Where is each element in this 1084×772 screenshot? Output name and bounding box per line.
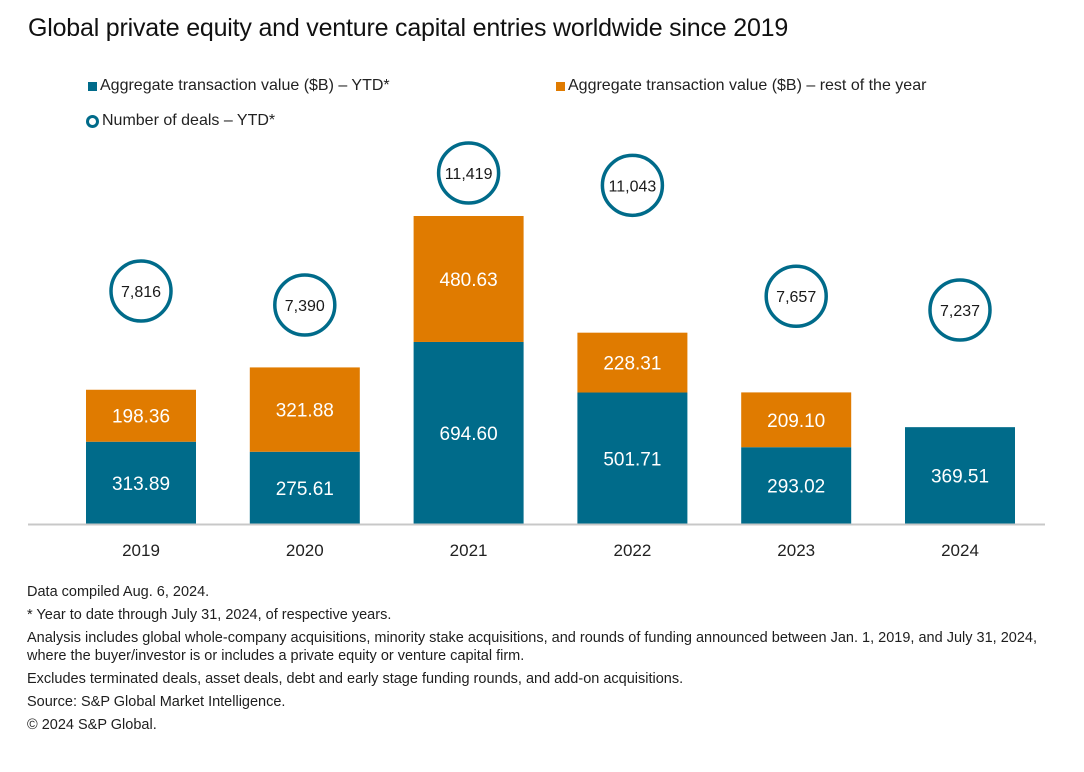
bar-label-rest-of-year: 209.10 bbox=[767, 411, 825, 432]
deal-count-label: 7,816 bbox=[121, 284, 161, 301]
deal-count-label: 7,237 bbox=[940, 303, 980, 320]
bar-segment-ytd bbox=[577, 392, 688, 524]
bar-label-rest-of-year: 480.63 bbox=[440, 270, 498, 291]
legend-item-rest-of-year-value: Aggregate transaction value ($B) – rest … bbox=[556, 77, 926, 95]
legend-square-orange-icon bbox=[556, 81, 565, 91]
legend-item-number-of-deals: Number of deals – YTD* bbox=[86, 112, 275, 130]
x-tick-label: 2020 bbox=[286, 541, 324, 560]
bar-segment-ytd bbox=[86, 441, 196, 524]
bar-label-rest-of-year: 321.88 bbox=[276, 401, 334, 422]
legend-label: Aggregate transaction value ($B) – rest … bbox=[568, 77, 927, 94]
footnotes: Data compiled Aug. 6, 2024. * Year to da… bbox=[27, 583, 1067, 739]
bar-segment-rest-of-year bbox=[741, 392, 852, 448]
note-analysis-scope: Analysis includes global whole-company a… bbox=[27, 630, 1037, 664]
stacked-bar-chart: 313.89 198.36 275.61 321.88 694.60 480.63 501.… bbox=[28, 141, 1045, 560]
bar-segment-ytd bbox=[249, 451, 360, 524]
x-tick-label: 2024 bbox=[941, 541, 979, 560]
x-tick-label: 2021 bbox=[450, 541, 488, 560]
deal-count-marker bbox=[273, 273, 337, 337]
deal-count-layer: 7,816 7,390 11,419 11,043 7,657 7,237 bbox=[109, 141, 992, 342]
legend-label: Number of deals – YTD* bbox=[102, 112, 276, 129]
legend-ring-icon bbox=[86, 114, 99, 128]
bar-label-ytd: 501.71 bbox=[603, 449, 661, 470]
note-copyright: © 2024 S&P Global. bbox=[27, 717, 157, 733]
deal-count-marker bbox=[600, 153, 665, 218]
deal-count-marker bbox=[436, 141, 501, 205]
bar-label-rest-of-year: 228.31 bbox=[603, 354, 661, 375]
bar-segment-rest-of-year bbox=[86, 389, 196, 442]
bar-label-rest-of-year: 198.36 bbox=[112, 407, 170, 428]
legend-item-ytd-value: Aggregate transaction value ($B) – YTD* bbox=[88, 77, 390, 95]
deal-count-label: 11,043 bbox=[609, 178, 657, 195]
bar-label-ytd: 694.60 bbox=[440, 424, 498, 445]
legend-square-teal-icon bbox=[88, 81, 97, 91]
note-source: Source: S&P Global Market Intelligence. bbox=[27, 694, 286, 710]
bar-segment-ytd bbox=[413, 341, 524, 524]
bar-label-ytd: 275.61 bbox=[276, 479, 334, 500]
deal-count-label: 11,419 bbox=[445, 166, 493, 183]
note-ytd-definition: * Year to date through July 31, 2024, of… bbox=[27, 607, 392, 623]
x-tick-label: 2019 bbox=[122, 541, 160, 560]
bar-segment-ytd bbox=[905, 427, 1015, 524]
bars-layer: 313.89 198.36 275.61 321.88 694.60 480.63 501.… bbox=[86, 216, 1015, 524]
x-tick-labels: 2019 2020 2021 2022 2023 2024 bbox=[122, 541, 979, 560]
chart-title: Global private equity and venture capita… bbox=[28, 14, 789, 42]
deal-count-marker bbox=[928, 278, 992, 342]
bar-segment-rest-of-year bbox=[249, 367, 360, 452]
deal-count-label: 7,390 bbox=[285, 298, 325, 315]
bar-label-ytd: 313.89 bbox=[112, 474, 170, 495]
bar-segment-rest-of-year bbox=[577, 332, 688, 393]
x-tick-label: 2023 bbox=[777, 541, 815, 560]
note-exclusions: Excludes terminated deals, asset deals, … bbox=[27, 671, 684, 687]
bar-label-ytd: 369.51 bbox=[931, 467, 989, 488]
deal-count-marker bbox=[109, 259, 173, 323]
bar-segment-rest-of-year bbox=[413, 216, 524, 342]
note-data-compiled: Data compiled Aug. 6, 2024. bbox=[27, 584, 210, 600]
deal-count-label: 7,657 bbox=[776, 289, 816, 306]
bar-label-ytd: 293.02 bbox=[767, 477, 825, 498]
x-tick-label: 2022 bbox=[613, 541, 651, 560]
deal-count-marker bbox=[764, 264, 828, 328]
legend-label: Aggregate transaction value ($B) – YTD* bbox=[100, 77, 390, 94]
bar-segment-ytd bbox=[741, 447, 852, 524]
